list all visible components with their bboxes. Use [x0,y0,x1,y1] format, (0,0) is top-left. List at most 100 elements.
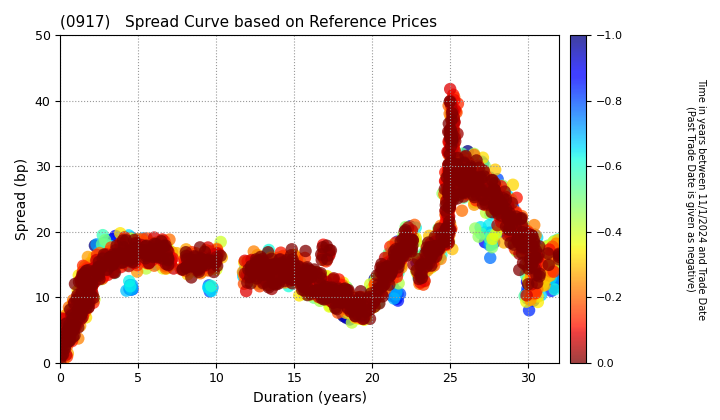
Point [374,289,385,295]
Point [81,297,93,303]
Point [514,240,526,247]
Point [554,246,565,252]
Point [500,200,511,206]
Point [63,325,75,331]
Point [117,249,128,256]
Point [325,247,337,254]
Point [290,272,302,278]
Point [399,243,410,250]
Point [333,287,344,294]
Point [328,276,339,283]
Point [370,291,382,297]
Point [460,165,472,171]
Point [247,260,258,267]
Point [69,315,81,322]
Point [466,163,477,170]
Point [549,264,560,270]
Point [510,218,522,225]
Point [541,259,553,266]
Point [273,264,284,271]
Point [238,281,250,287]
Point [101,257,112,263]
Point [489,202,500,209]
Point [101,259,112,265]
Point [338,279,349,286]
Point [105,259,117,265]
Point [61,333,73,340]
Point [58,330,69,337]
Point [161,243,173,249]
Point [432,256,444,263]
Point [84,286,95,293]
Point [488,201,500,208]
Point [457,160,469,166]
Point [477,184,489,191]
Point [537,274,549,281]
Point [433,226,444,232]
Point [140,243,151,250]
Point [88,278,99,285]
Point [310,269,321,276]
Point [513,222,525,228]
Point [375,289,387,296]
Point [73,297,84,304]
Point [500,197,512,203]
Point [473,164,485,171]
Point [530,255,541,261]
Point [455,176,467,182]
Point [524,276,536,283]
Point [60,336,71,342]
Point [449,157,460,163]
Point [447,194,459,200]
Point [76,275,88,282]
Point [317,253,328,260]
Point [279,259,290,266]
Point [334,305,346,312]
Point [459,180,470,187]
Point [80,295,91,302]
Point [498,209,510,215]
Point [122,250,133,257]
Point [83,270,94,277]
Point [451,181,463,188]
Point [511,239,523,245]
Point [539,282,550,289]
Point [125,251,136,257]
Point [446,110,458,117]
Point [186,249,197,255]
Point [318,273,330,280]
Point [138,239,150,245]
Point [328,294,340,301]
Point [150,246,161,252]
Point [153,247,164,253]
Point [297,286,308,293]
Point [202,257,213,264]
Point [129,247,140,254]
Point [269,262,280,269]
Point [455,181,467,188]
Point [423,239,434,246]
Point [202,267,214,274]
Point [505,239,516,246]
Point [318,284,329,291]
Point [284,265,296,271]
Point [467,175,478,181]
Point [486,209,498,215]
Point [390,246,402,252]
Point [426,247,437,253]
Point [282,255,294,262]
Point [492,210,504,217]
Point [136,241,148,248]
Point [468,193,480,200]
Point [80,295,91,302]
Point [82,270,94,277]
Point [269,281,280,287]
Point [476,186,487,193]
Point [277,252,289,259]
Point [204,255,215,262]
Point [353,306,364,313]
Point [297,269,308,276]
Point [534,258,546,265]
Point [143,252,154,258]
Point [376,286,387,292]
